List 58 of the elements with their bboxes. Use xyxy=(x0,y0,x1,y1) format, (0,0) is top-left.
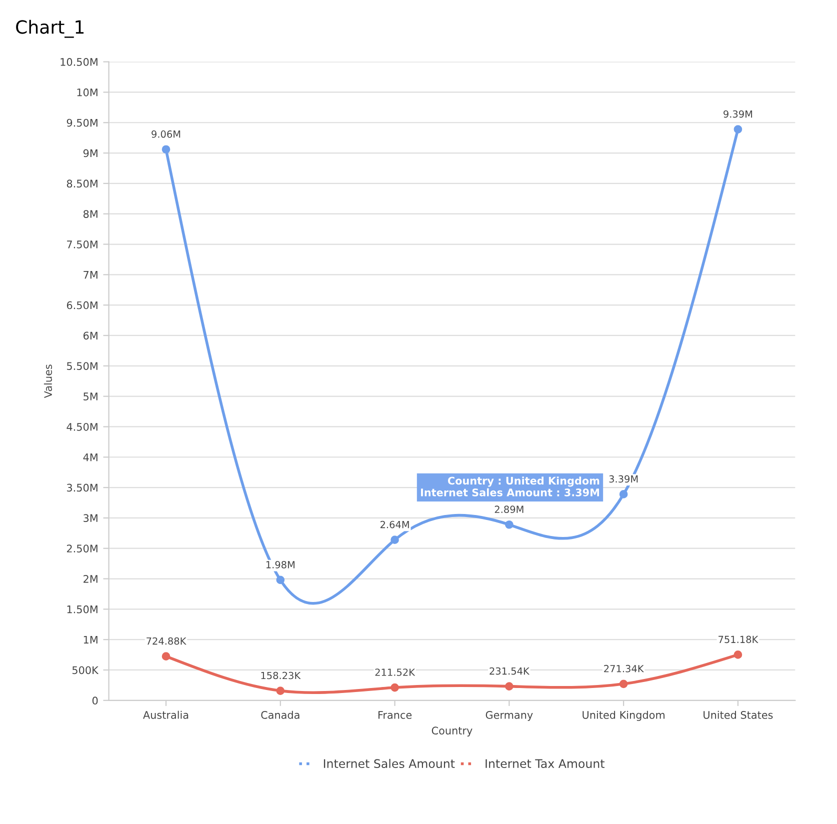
point xyxy=(276,576,285,584)
y-tick-label: 4.50M xyxy=(66,422,98,431)
point xyxy=(276,686,285,695)
y-tick-label: 2M xyxy=(84,574,98,583)
y-tick-label: 6.50M xyxy=(66,301,98,310)
y-tick-label: 500K xyxy=(72,666,99,674)
data-label: 2.64M xyxy=(380,520,409,528)
data-label: 231.54K xyxy=(490,667,530,675)
point xyxy=(734,650,742,659)
x-tick-label: France xyxy=(378,711,412,719)
y-tick-label: 5.50M xyxy=(67,362,98,370)
legend-label: Internet Sales Amount xyxy=(324,758,455,768)
annotation: Country : United Kingdom Internet Sales Amount : 3.39M xyxy=(420,476,600,496)
y-tick-label: 1M xyxy=(84,636,98,644)
y-tick-label: 1.50M xyxy=(67,605,98,614)
y-tick-label: 7.50M xyxy=(67,240,98,248)
legend-label: Internet Tax Amount xyxy=(486,759,604,768)
y-tick-label: 6M xyxy=(84,332,98,340)
data-label: 1.98M xyxy=(266,561,294,568)
chart-title: Chart_1 xyxy=(16,20,84,38)
y-axis-title: Values xyxy=(44,364,52,398)
point xyxy=(619,490,628,498)
x-tick-label: Canada xyxy=(261,710,300,719)
data-label: 751.18K xyxy=(718,636,758,644)
y-tick-label: 9M xyxy=(83,149,98,158)
x-tick-label: United Kingdom xyxy=(582,710,664,721)
data-label: 158.23K xyxy=(261,672,301,680)
data-label: 9.06M xyxy=(152,130,180,138)
data-label: 211.52K xyxy=(375,668,416,676)
y-tick-label: 5M xyxy=(84,392,98,400)
x-axis-title: Country xyxy=(432,726,472,737)
y-tick-label: 10M xyxy=(77,88,98,96)
point xyxy=(162,652,170,660)
data-label: 271.34K xyxy=(604,664,644,672)
y-tick-label: 10.50M xyxy=(60,58,98,66)
x-tick-label: Australia xyxy=(143,710,188,719)
data-label: 724.88K xyxy=(146,637,186,645)
data-label: 9.39M xyxy=(724,110,752,118)
x-tick-label: Germany xyxy=(486,711,533,721)
point xyxy=(619,680,628,688)
y-tick-label: 4M xyxy=(83,453,98,462)
data-label: 2.89M xyxy=(494,506,524,514)
y-tick-label: 9.50M xyxy=(66,118,98,127)
y-tick-label: 2.50M xyxy=(66,544,98,552)
y-tick-label: 0 xyxy=(92,696,98,705)
y-tick-label: 3.50M xyxy=(67,484,98,492)
y-tick-label: 7M xyxy=(84,271,98,279)
x-tick-label: United States xyxy=(704,710,773,719)
y-tick-label: 8.50M xyxy=(66,180,98,188)
y-tick-label: 3M xyxy=(84,514,98,522)
data-label: 3.39M xyxy=(609,475,638,483)
point xyxy=(734,125,742,134)
point xyxy=(390,683,399,692)
point xyxy=(505,520,514,529)
y-tick-label: 8M xyxy=(83,210,98,218)
point xyxy=(390,536,399,544)
point xyxy=(162,145,170,154)
point xyxy=(505,682,514,690)
